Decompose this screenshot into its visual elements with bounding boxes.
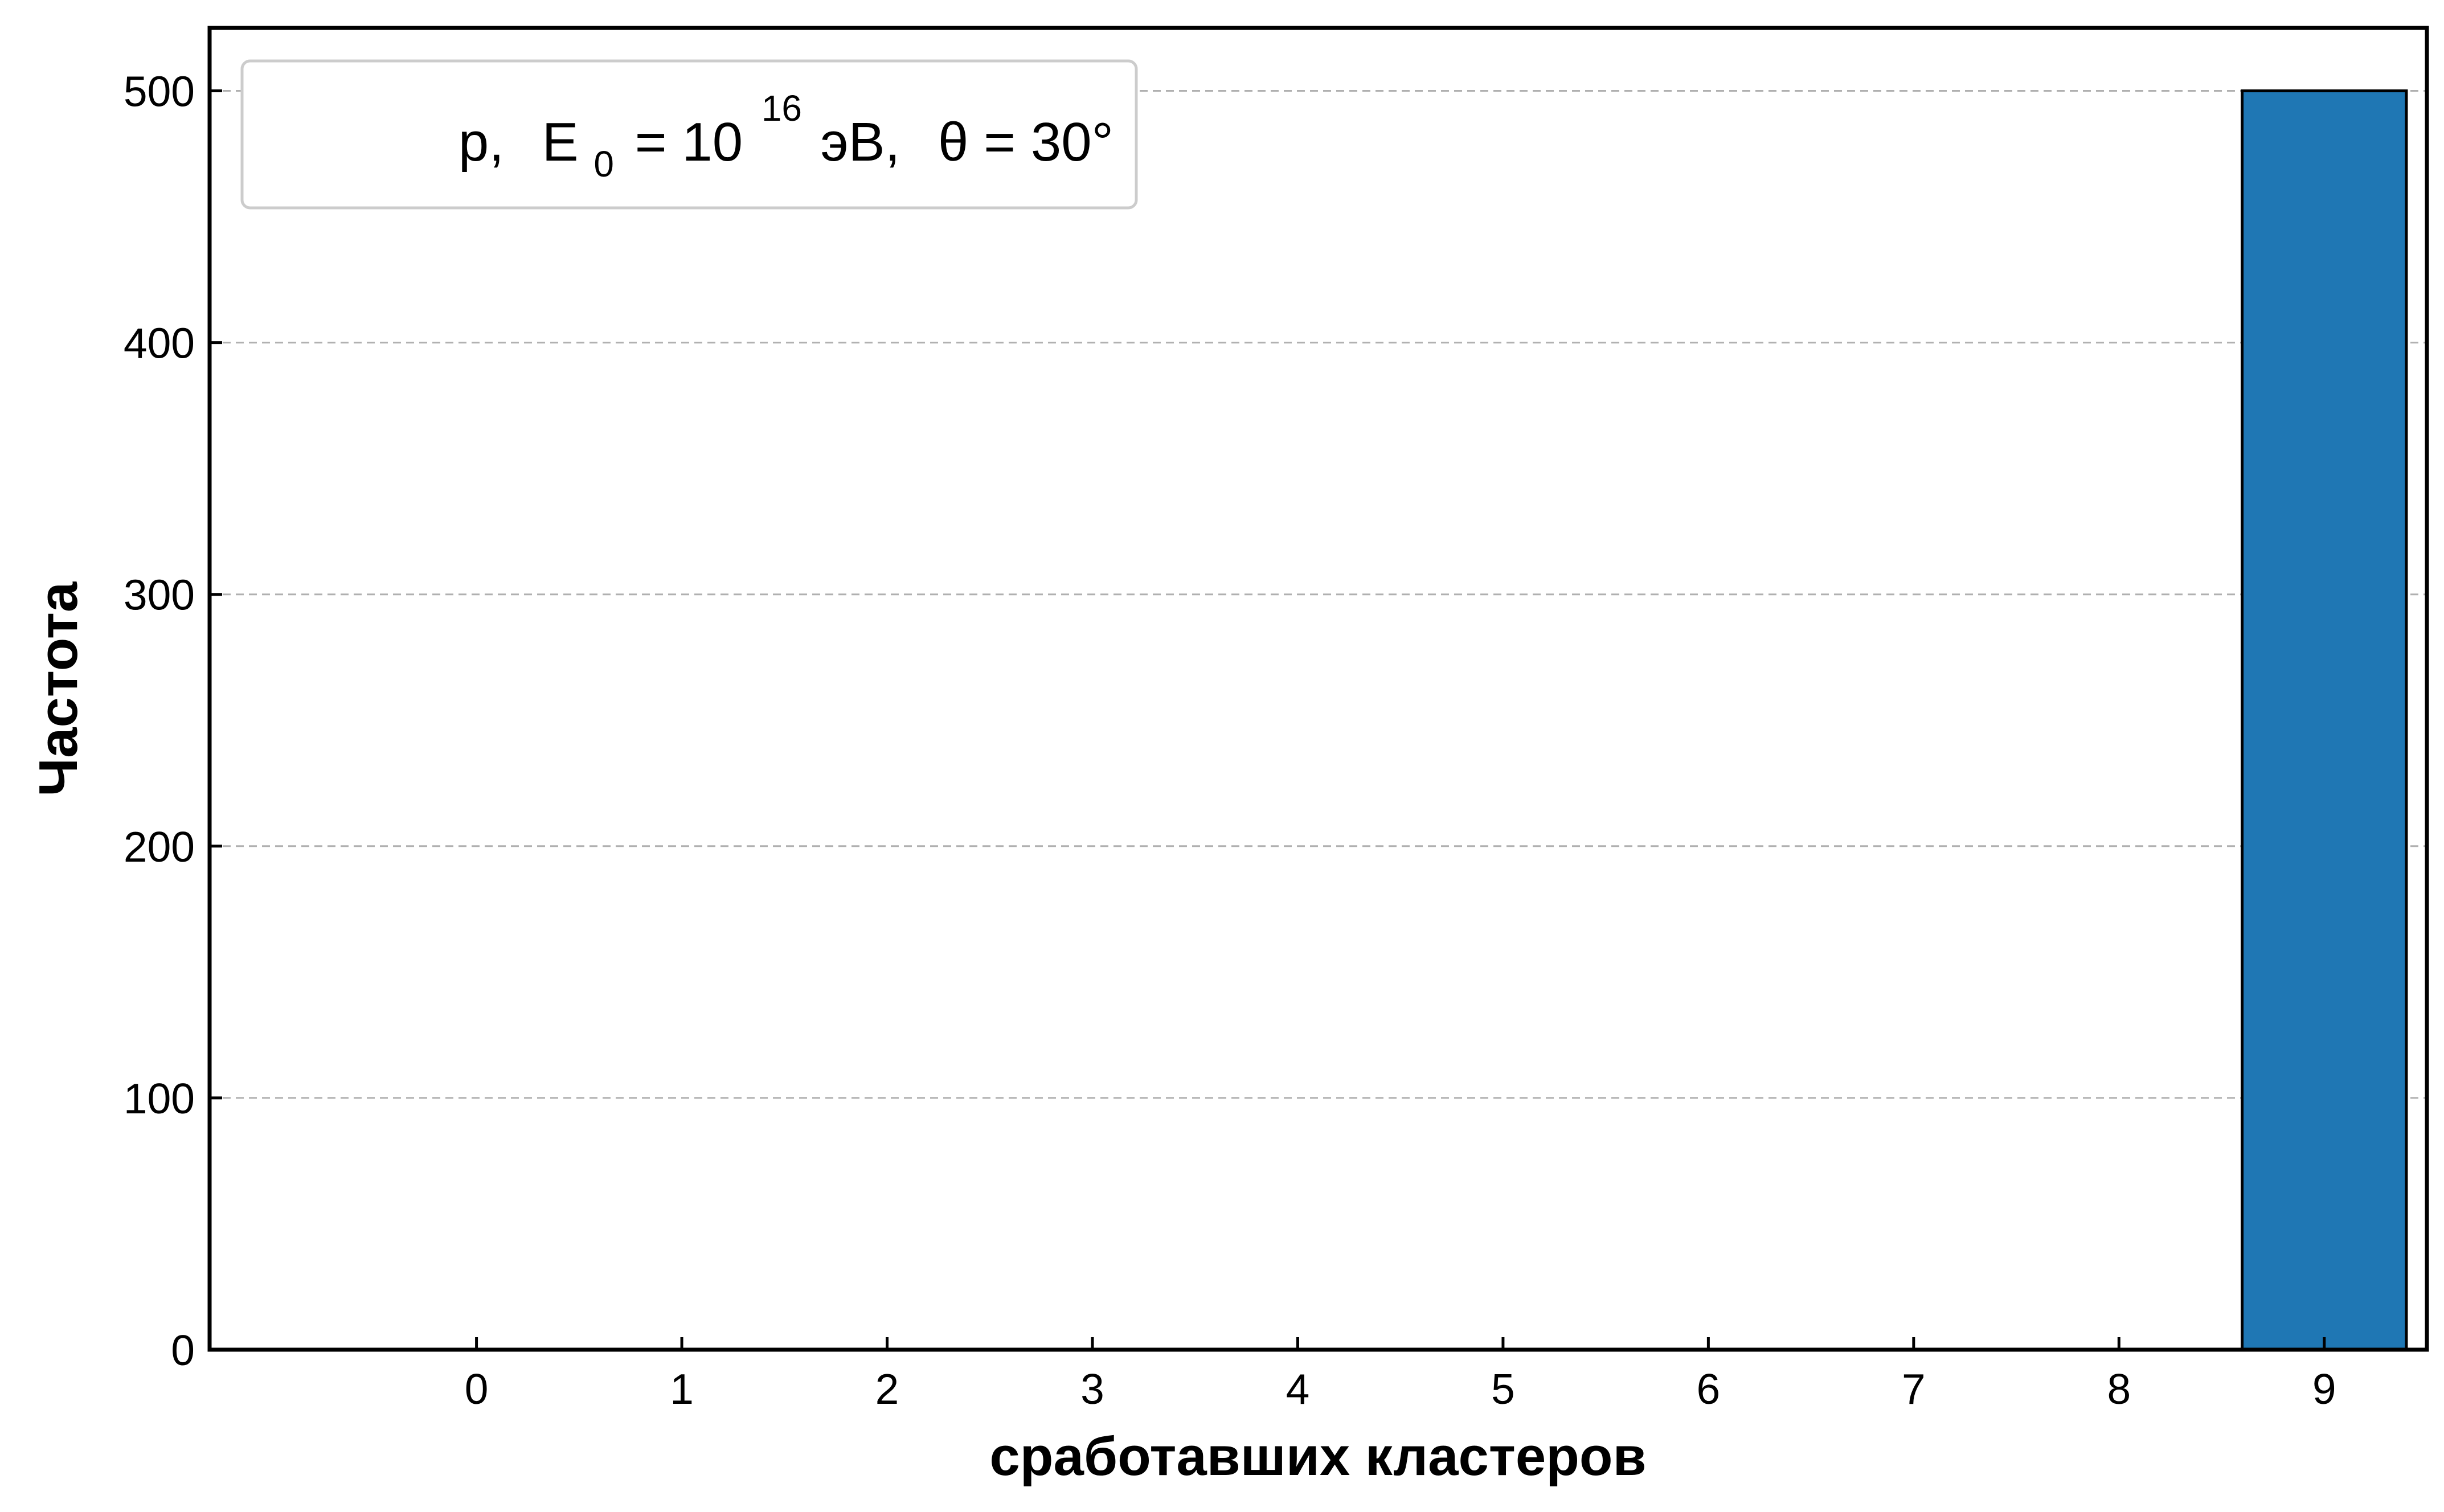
legend-particle: p, [458,112,504,173]
legend-energy-eq: = 10 [635,112,743,173]
y-tick-label-200: 200 [124,823,195,871]
x-tick-label-8: 8 [2107,1365,2131,1413]
y-tick-label-0: 0 [171,1326,195,1374]
x-tick-label-1: 1 [670,1365,694,1413]
bars [2241,89,2408,1351]
x-axis-label: сработавших кластеров [989,1426,1646,1487]
y-gridlines [210,90,2427,1099]
legend-angle: θ = 30° [938,112,1113,173]
y-ticks: 0 100 200 300 400 500 [124,68,222,1374]
bar-9 [2241,89,2408,1351]
x-tick-label-0: 0 [465,1365,489,1413]
legend-energy-exponent: 16 [762,88,802,129]
legend: p, E 0 = 10 16 эВ, θ = 30° [240,59,1138,210]
x-tick-label-3: 3 [1080,1365,1104,1413]
x-tick-label-7: 7 [1902,1365,1926,1413]
x-tick-label-6: 6 [1697,1365,1721,1413]
x-tick-label-5: 5 [1491,1365,1515,1413]
y-axis-label: Частота [28,581,89,796]
x-tick-label-4: 4 [1286,1365,1310,1413]
x-tick-label-2: 2 [875,1365,899,1413]
x-tick-label-9: 9 [2312,1365,2336,1413]
plot-frame [207,26,2429,1352]
y-tick-label-500: 500 [124,68,195,116]
y-tick-label-100: 100 [124,1075,195,1122]
legend-energy-unit: эВ, [821,112,900,173]
legend-energy-subscript: 0 [593,144,614,185]
y-tick-label-300: 300 [124,571,195,619]
legend-energy-symbol: E [542,112,579,173]
y-tick-label-400: 400 [124,319,195,367]
legend-box [240,59,1138,210]
x-ticks: 0 1 2 3 4 5 6 7 8 9 [465,1337,2336,1413]
legend-label: p, E 0 = 10 16 эВ, θ = 30° [458,72,1113,189]
